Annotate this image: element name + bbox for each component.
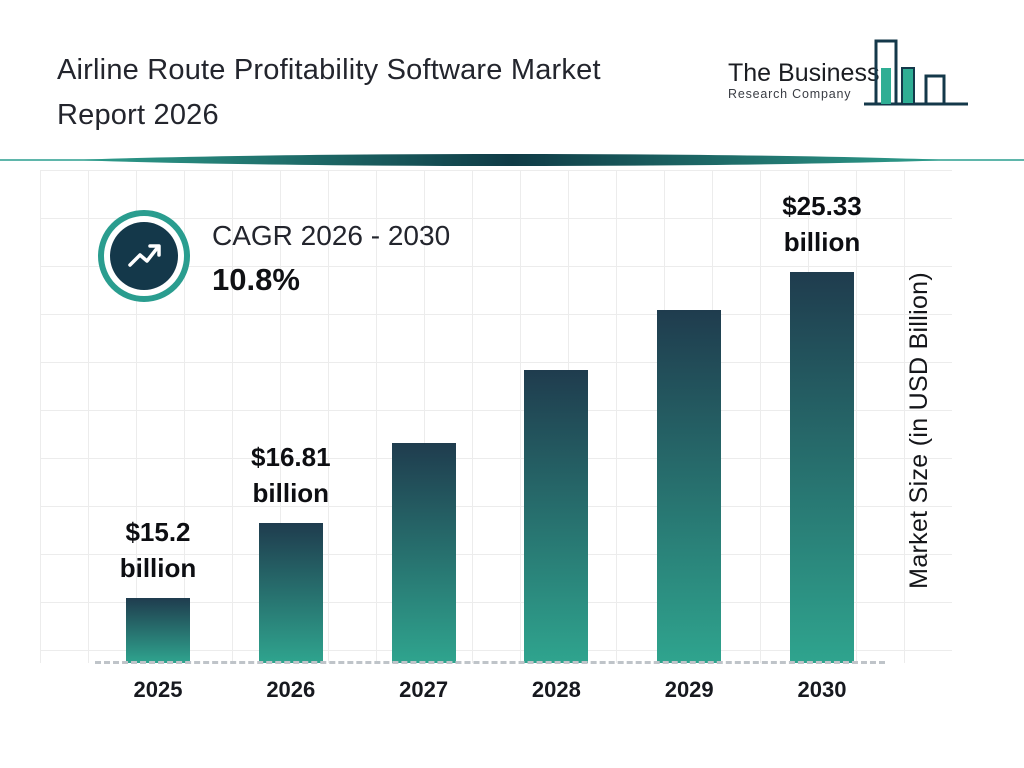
bars-container: $15.2 billion 2025 $16.81 billion 2026 2027 202… <box>120 172 862 702</box>
bar-value-label-2026: $16.81 billion <box>251 442 331 508</box>
bar-2027 <box>391 443 456 663</box>
divider-lens <box>0 150 1024 170</box>
bar-column-2026: $16.81 billion 2026 <box>251 172 331 702</box>
y-axis-label: Market Size (in USD Billion) <box>897 195 941 665</box>
logo-bars-icon <box>864 38 968 127</box>
x-tick-label-2030: 2030 <box>797 677 847 702</box>
cagr-value: 10.8% <box>212 262 300 297</box>
cagr-badge <box>98 210 190 302</box>
x-tick-label-2027: 2027 <box>399 677 449 702</box>
page-title: Airline Route Profitability Software Mar… <box>57 48 737 138</box>
page-title-line2: Report 2026 <box>57 99 219 131</box>
bar-column-2025: $15.2 billion 2025 <box>120 172 197 702</box>
x-tick-label-2029: 2029 <box>664 677 714 702</box>
cagr-label: CAGR 2026 - 2030 <box>212 220 451 251</box>
bar-column-2028: 2028 <box>524 172 589 702</box>
bar-2028 <box>524 370 589 663</box>
bar-2030 <box>789 272 854 663</box>
bar-2026 <box>258 523 323 663</box>
x-tick-label-2026: 2026 <box>266 677 316 702</box>
bar-value-label-2030: $25.33 billion <box>782 191 862 257</box>
bar-column-2029: 2029 <box>657 172 722 702</box>
bar-value-label-2025: $15.2 billion <box>119 517 197 583</box>
logo-subtitle: Research Company <box>728 87 852 101</box>
x-tick-label-2028: 2028 <box>531 677 581 702</box>
logo-name: The Business <box>728 59 880 87</box>
bar-column-2030: $25.33 billion 2030 <box>782 172 862 702</box>
bar-column-2027: 2027 <box>391 172 456 702</box>
trend-arrow-icon <box>110 222 178 290</box>
x-tick-label-2025: 2025 <box>133 677 183 702</box>
page-title-line1: Airline Route Profitability Software Mar… <box>57 54 601 86</box>
x-axis-baseline <box>95 661 885 664</box>
company-logo-text: The Business Research Company <box>728 60 879 101</box>
bar-2029 <box>657 310 722 663</box>
y-axis-label-text: Market Size (in USD Billion) <box>904 271 933 589</box>
bar-2025 <box>126 598 190 663</box>
